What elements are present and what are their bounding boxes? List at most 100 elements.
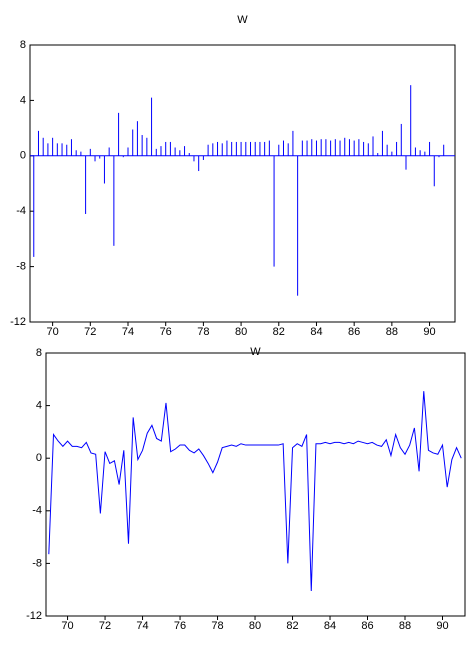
y-tick-label: 8: [20, 39, 26, 51]
bar: [443, 144, 445, 156]
bar: [52, 137, 54, 156]
bar: [433, 155, 435, 187]
x-tick-label: 72: [99, 620, 111, 632]
bar: [113, 155, 115, 246]
bar: [358, 139, 360, 156]
y-tick-label: 8: [36, 347, 42, 359]
bar: [259, 141, 261, 156]
bar: [207, 144, 209, 156]
bar: [419, 150, 421, 156]
x-tick-label: 90: [423, 326, 435, 338]
bar: [151, 97, 153, 156]
y-tick-label: -4: [16, 205, 26, 217]
x-tick-label: 70: [61, 620, 73, 632]
bar: [273, 155, 275, 267]
plot-frame: [29, 44, 456, 323]
bar: [386, 144, 388, 156]
bar: [118, 112, 120, 156]
bar: [377, 153, 379, 156]
y-tick-label: -12: [26, 610, 42, 622]
x-tick-label: 78: [197, 326, 209, 338]
bar: [372, 136, 374, 156]
bar: [353, 140, 355, 156]
y-tick-label: 4: [36, 400, 42, 412]
bar: [212, 143, 214, 156]
bar: [367, 143, 369, 156]
x-tick-label: 82: [273, 326, 285, 338]
chart-title: W: [237, 14, 248, 26]
bar: [136, 121, 138, 156]
bar: [132, 129, 134, 156]
x-tick-label: 80: [235, 326, 247, 338]
x-tick-label: 84: [310, 326, 322, 338]
bar: [396, 141, 398, 156]
bar: [311, 139, 313, 156]
bar: [429, 141, 431, 156]
bar: [334, 139, 336, 156]
bar: [221, 143, 223, 156]
bar: [287, 143, 289, 156]
bar: [94, 155, 96, 162]
x-tick-label: 76: [160, 326, 172, 338]
x-tick-label: 78: [211, 620, 223, 632]
x-tick-label: 80: [249, 620, 261, 632]
bar: [391, 151, 393, 156]
x-tick-label: 86: [348, 326, 360, 338]
bar: [330, 140, 332, 156]
x-tick-label: 70: [46, 326, 58, 338]
bar: [438, 155, 440, 158]
bar: [108, 147, 110, 156]
bar: [245, 141, 247, 156]
bar: [381, 130, 383, 156]
bar: [414, 147, 416, 156]
bar: [188, 153, 190, 156]
y-tick-label: -8: [32, 557, 42, 569]
bar: [235, 141, 237, 156]
bar: [179, 150, 181, 156]
y-tick-label: -8: [16, 261, 26, 273]
x-tick-label: 88: [399, 620, 411, 632]
bar: [70, 139, 72, 156]
bar: [217, 141, 219, 156]
x-tick-label: 74: [122, 326, 134, 338]
y-tick-label: -12: [10, 316, 26, 328]
bar: [80, 151, 82, 156]
bar: [292, 130, 294, 156]
bar: [184, 146, 186, 156]
bar: [61, 143, 63, 156]
x-tick-label: 76: [174, 620, 186, 632]
bar: [410, 85, 412, 156]
bar: [344, 137, 346, 156]
bar: [348, 139, 350, 156]
bar: [193, 155, 195, 162]
bar: [198, 155, 200, 172]
bar: [47, 143, 49, 156]
y-tick-label: 0: [20, 150, 26, 162]
bar: [325, 139, 327, 156]
x-tick-label: 72: [84, 326, 96, 338]
bar: [264, 141, 266, 156]
x-tick-label: 88: [386, 326, 398, 338]
bar: [250, 141, 252, 156]
bar: [363, 141, 365, 156]
bar: [339, 140, 341, 156]
x-tick-label: 74: [136, 620, 148, 632]
y-tick-label: 4: [20, 94, 26, 106]
bar: [278, 144, 280, 156]
bar: [89, 148, 91, 156]
bar: [301, 140, 303, 156]
bar: [169, 141, 171, 156]
bar: [202, 155, 204, 160]
bar: [160, 146, 162, 156]
x-tick-label: 90: [436, 620, 448, 632]
bar: [315, 140, 317, 156]
bar: [146, 137, 148, 156]
bar: [240, 141, 242, 156]
bar: [85, 155, 87, 214]
bar: [141, 135, 143, 156]
y-tick-label: -4: [32, 505, 42, 517]
bar: [103, 155, 105, 184]
bar: [155, 148, 157, 156]
bar: [226, 140, 228, 156]
